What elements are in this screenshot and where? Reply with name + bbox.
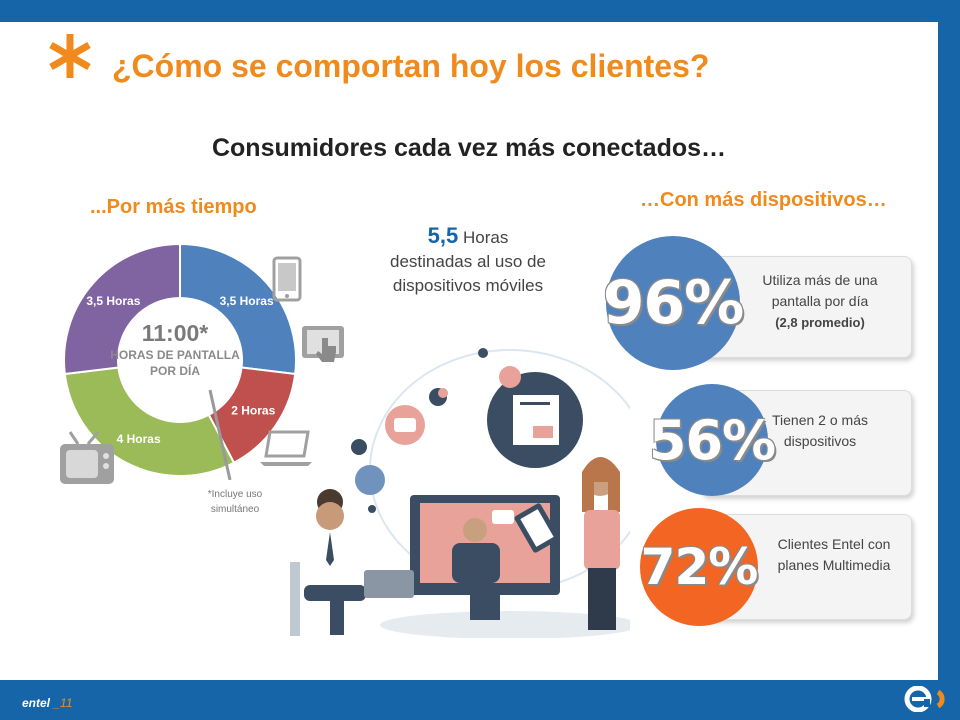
asterisk-icon	[49, 34, 91, 78]
donut-label-3: 3,5 Horas	[86, 294, 140, 308]
donut-label-0: 3,5 Horas	[220, 294, 274, 308]
stat-card-96-text: Utiliza más de una pantalla por día (2,8…	[740, 270, 900, 333]
right-frame	[938, 0, 960, 720]
section-heading-devices: …Con más dispositivos…	[640, 189, 887, 211]
bottom-frame	[0, 680, 960, 720]
donut-center: 11:00* HORAS DE PANTALLA POR DÍA	[110, 320, 240, 379]
stat-96-note: (2,8 promedio)	[775, 315, 865, 330]
footnote-pointer	[208, 389, 232, 480]
mobile-hours-text: 5,5 Horas destinadas al uso de dispositi…	[378, 224, 558, 298]
donut-center-label: HORAS DE PANTALLA POR DÍA	[110, 348, 240, 378]
laptop-icon	[260, 430, 312, 466]
donut-label-2: 4 Horas	[117, 432, 161, 446]
footnote: *Incluye uso simultáneo	[207, 489, 263, 515]
footer-brand: entel _11	[22, 696, 73, 710]
stat-circle-56: 56%	[649, 384, 776, 496]
entel-logo-icon	[904, 686, 945, 712]
tablet-touch-icon	[302, 326, 344, 362]
donut-center-value: 11:00*	[141, 320, 209, 346]
stat-72-desc: Clientes Entel con planes Multimedia	[777, 536, 891, 573]
page-title: ¿Cómo se comportan hoy los clientes?	[112, 48, 710, 84]
stat-percent-72: 72%	[640, 538, 759, 596]
stat-percent-96: 96%	[602, 268, 745, 338]
footer-brand-name: entel	[22, 696, 51, 710]
stat-percent-56: 56%	[648, 408, 776, 472]
stat-56-desc: Tienen 2 o más dispositivos	[772, 412, 868, 449]
mobile-hours-unit: Horas	[462, 228, 509, 247]
stat-circle-96: 96%	[603, 236, 744, 370]
stat-96-desc: Utiliza más de una pantalla por día	[762, 272, 878, 309]
screen-time-donut: 3,5 Horas 2 Horas 4 Horas 3,5 Horas	[63, 242, 297, 480]
mobile-hours-desc: destinadas al uso de dispositivos móvile…	[390, 252, 546, 295]
people-devices-illustration	[290, 348, 630, 638]
page-subtitle: Consumidores cada vez más conectados…	[211, 134, 727, 162]
tv-icon	[60, 431, 114, 484]
stat-circle-72: 72%	[640, 508, 758, 626]
smartphone-icon	[272, 256, 302, 302]
donut-label-1: 2 Horas	[231, 404, 275, 418]
mobile-hours-value: 5,5	[427, 223, 459, 248]
section-heading-time: ...Por más tiempo	[90, 196, 257, 218]
page-number: _11	[53, 696, 73, 710]
top-frame	[0, 0, 960, 22]
